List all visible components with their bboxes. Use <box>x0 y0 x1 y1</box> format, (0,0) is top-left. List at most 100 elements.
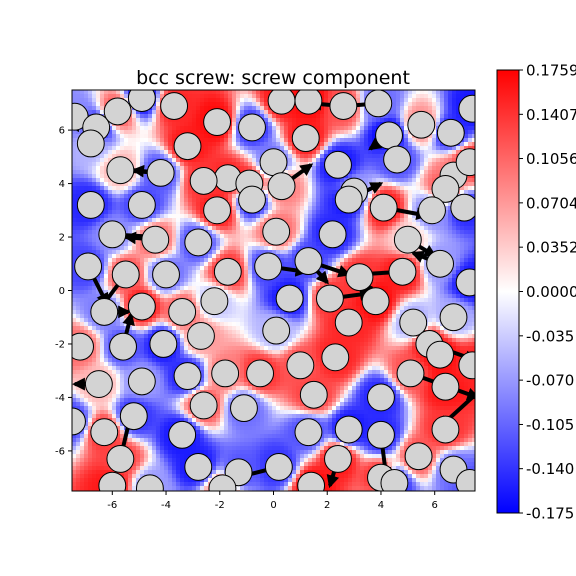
heatmap-cell <box>336 186 341 191</box>
heatmap-cell <box>72 214 77 219</box>
heatmap-cell <box>468 226 473 231</box>
heatmap-cell <box>164 254 169 259</box>
heatmap-cell <box>340 130 345 135</box>
heatmap-cell <box>444 146 449 151</box>
heatmap-cell <box>312 114 317 119</box>
heatmap-cell <box>100 182 105 187</box>
heatmap-cell <box>184 218 189 223</box>
heatmap-cell <box>72 258 77 263</box>
heatmap-cell <box>456 106 461 111</box>
heatmap-cell <box>236 158 241 163</box>
heatmap-cell <box>364 214 369 219</box>
heatmap-cell <box>260 282 265 287</box>
heatmap-cell <box>124 182 129 187</box>
heatmap-cell <box>416 90 421 95</box>
heatmap-cell <box>124 246 129 251</box>
heatmap-cell <box>436 222 441 227</box>
heatmap-cell <box>376 150 381 155</box>
heatmap-cell <box>228 194 233 199</box>
heatmap-cell <box>312 274 317 279</box>
heatmap-cell <box>276 122 281 127</box>
heatmap-cell <box>288 134 293 139</box>
heatmap-cell <box>76 182 81 187</box>
heatmap-cell <box>100 278 105 283</box>
heatmap-cell <box>308 234 313 239</box>
heatmap-cell <box>200 282 205 287</box>
heatmap-cell <box>156 194 161 199</box>
heatmap-cell <box>348 242 353 247</box>
heatmap-cell <box>448 242 453 247</box>
heatmap-cell <box>188 254 193 259</box>
heatmap-cell <box>236 150 241 155</box>
heatmap-cell <box>388 254 393 259</box>
heatmap-cell <box>268 134 273 139</box>
heatmap-cell <box>180 190 185 195</box>
heatmap-cell <box>172 210 177 215</box>
heatmap-cell <box>324 210 329 215</box>
heatmap-cell <box>276 210 281 215</box>
heatmap-cell <box>92 94 97 99</box>
heatmap-cell <box>76 230 81 235</box>
heatmap-cell <box>196 218 201 223</box>
heatmap-cell <box>200 146 205 151</box>
heatmap-cell <box>324 150 329 155</box>
heatmap-cell <box>376 246 381 251</box>
heatmap-cell <box>292 154 297 159</box>
heatmap-cell <box>340 250 345 255</box>
heatmap-cell <box>452 94 457 99</box>
heatmap-cell <box>416 170 421 175</box>
heatmap-cell <box>104 246 109 251</box>
heatmap-cell <box>416 142 421 147</box>
heatmap-cell <box>456 262 461 267</box>
heatmap-cell <box>104 274 109 279</box>
heatmap-cell <box>264 194 269 199</box>
heatmap-cell <box>228 226 233 231</box>
heatmap-cell <box>348 138 353 143</box>
heatmap-cell <box>232 110 237 115</box>
heatmap-cell <box>200 218 205 223</box>
heatmap-cell <box>328 278 333 283</box>
heatmap-cell <box>464 90 469 95</box>
heatmap-cell <box>408 162 413 167</box>
heatmap-cell <box>300 162 305 167</box>
heatmap-cell <box>320 202 325 207</box>
heatmap-cell <box>332 90 337 95</box>
heatmap-cell <box>92 250 97 255</box>
heatmap-cell <box>164 118 169 123</box>
heatmap-cell <box>196 278 201 283</box>
heatmap-cell <box>168 138 173 143</box>
heatmap-cell <box>320 282 325 287</box>
heatmap-cell <box>204 106 209 111</box>
heatmap-cell <box>464 182 469 187</box>
heatmap-cell <box>344 138 349 143</box>
heatmap-cell <box>112 146 117 151</box>
heatmap-cell <box>328 138 333 143</box>
heatmap-cell <box>260 138 265 143</box>
heatmap-cell <box>368 198 373 203</box>
heatmap-cell <box>112 198 117 203</box>
heatmap-cell <box>136 222 141 227</box>
heatmap-cell <box>160 198 165 203</box>
heatmap-cell <box>308 186 313 191</box>
heatmap-cell <box>444 210 449 215</box>
heatmap-cell <box>136 126 141 131</box>
heatmap-cell <box>380 262 385 267</box>
heatmap-cell <box>416 138 421 143</box>
heatmap-cell <box>268 278 273 283</box>
heatmap-cell <box>400 122 405 127</box>
heatmap-cell <box>104 138 109 143</box>
heatmap-cell <box>152 210 157 215</box>
heatmap-cell <box>408 98 413 103</box>
heatmap-cell <box>360 226 365 231</box>
heatmap-cell <box>248 94 253 99</box>
heatmap-cell <box>416 154 421 159</box>
heatmap-cell <box>96 102 101 107</box>
heatmap-cell <box>168 198 173 203</box>
heatmap-cell <box>80 190 85 195</box>
heatmap-cell <box>300 210 305 215</box>
heatmap-cell <box>216 142 221 147</box>
heatmap-cell <box>224 138 229 143</box>
heatmap-cell <box>284 134 289 139</box>
heatmap-cell <box>120 242 125 247</box>
heatmap-cell <box>308 226 313 231</box>
